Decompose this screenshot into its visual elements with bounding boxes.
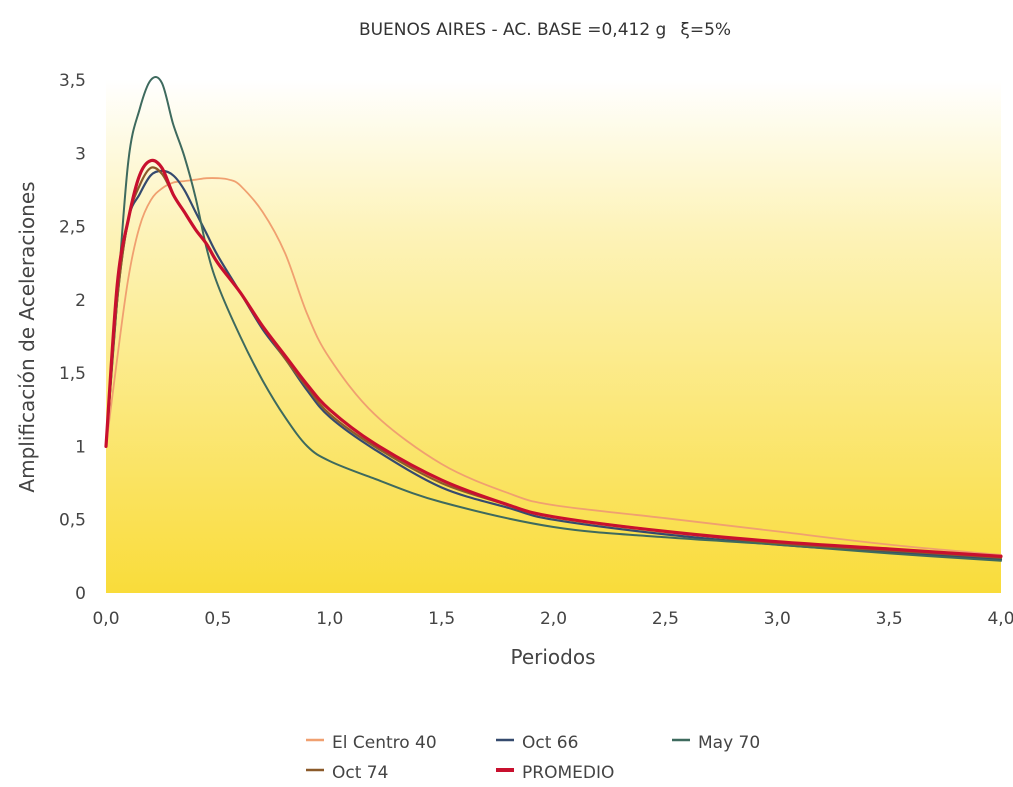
- series-line-1: [104, 169, 1003, 561]
- y-axis-ticks: 0 0,5 1 1,5 2 2,5 3 3,5: [59, 71, 86, 604]
- x-tick-label: 2,5: [652, 609, 679, 629]
- series-lines: [104, 76, 1003, 562]
- x-tick-label: 3,0: [764, 609, 791, 629]
- y-tick-label: 3: [75, 144, 86, 164]
- x-tick-label: 0,5: [204, 609, 231, 629]
- series-line-4: [104, 158, 1003, 558]
- legend-label-0: El Centro 40: [332, 733, 437, 753]
- y-tick-label: 0: [75, 584, 86, 604]
- series-line-2: [105, 76, 1002, 562]
- x-axis-title: Periodos: [510, 645, 595, 669]
- damping-label: ξ=5%: [680, 20, 731, 40]
- y-tick-label: 0,5: [59, 511, 86, 531]
- chart-title: BUENOS AIRES - AC. BASE =0,412 g ξ=5%: [359, 20, 731, 40]
- y-tick-label: 1: [75, 437, 86, 457]
- x-tick-label: 0,0: [92, 609, 119, 629]
- y-tick-label: 1,5: [59, 364, 86, 384]
- y-tick-label: 3,5: [59, 71, 86, 91]
- legend-label-1: Oct 66: [522, 733, 578, 753]
- legend-label-4: PROMEDIO: [522, 763, 614, 783]
- x-tick-label: 2,0: [540, 609, 567, 629]
- x-tick-label: 4,0: [987, 609, 1013, 629]
- series-line-0: [105, 177, 1002, 556]
- y-tick-label: 2,5: [59, 218, 86, 238]
- y-axis-title: Amplificación de Aceleraciones: [15, 181, 39, 492]
- legend-label-2: May 70: [698, 733, 760, 753]
- x-tick-label: 3,5: [876, 609, 903, 629]
- y-tick-label: 2: [75, 291, 86, 311]
- x-tick-label: 1,0: [316, 609, 343, 629]
- legend-label-3: Oct 74: [332, 763, 388, 783]
- plot-area: [106, 80, 1001, 593]
- legend: El Centro 40 Oct 66 May 70 Oct 74 PROMEDIO: [306, 733, 760, 783]
- x-axis-ticks: 0,0 0,5 1,0 1,5 2,0 2,5 3,0 3,5 4,0: [92, 609, 1013, 629]
- x-tick-label: 1,5: [428, 609, 455, 629]
